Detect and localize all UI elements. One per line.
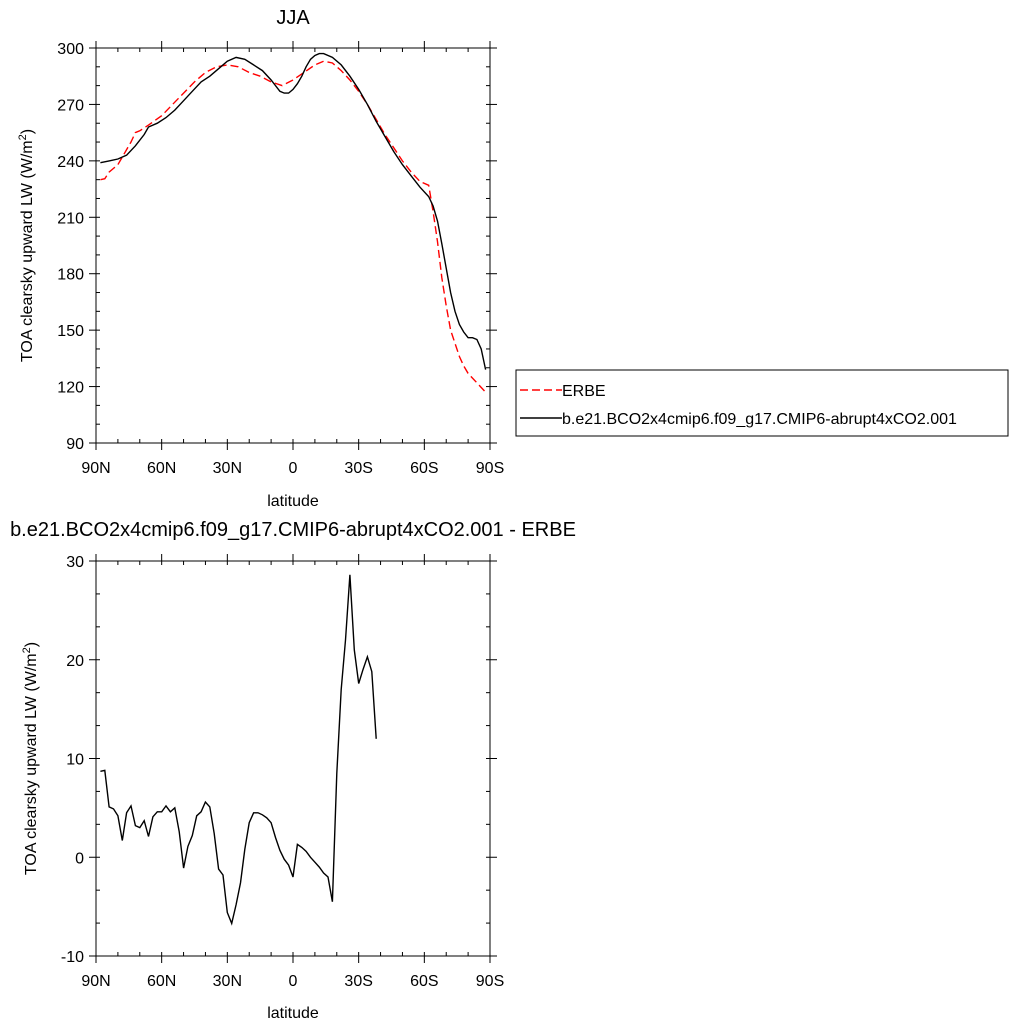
top-chart-panel: JJA 90N 60N 30N 0 30S 60S 90S 90 120 150 180 210 240 2… (17, 7, 504, 510)
y-tick-label: 0 (75, 850, 84, 867)
y-tick-label: 270 (57, 97, 84, 114)
x-tick-label: 30N (213, 973, 242, 990)
legend-label: ERBE (562, 383, 606, 400)
x-tick-label: 60S (410, 973, 438, 990)
series-line-model (100, 52, 487, 370)
chart-title: b.e21.BCO2x4cmip6.f09_g17.CMIP6-abrupt4x… (10, 519, 576, 541)
x-tick-label: 60S (410, 460, 438, 477)
y-tick-label: 180 (57, 267, 84, 284)
x-tick-label: 30S (344, 973, 372, 990)
y-tick-label: 20 (66, 653, 84, 670)
y-tick-label: 300 (57, 41, 84, 58)
x-tick-label: 0 (289, 973, 298, 990)
bottom-chart-panel: b.e21.BCO2x4cmip6.f09_g17.CMIP6-abrupt4x… (10, 519, 576, 1022)
x-tick-label: 30N (213, 460, 242, 477)
legend: ERBE b.e21.BCO2x4cmip6.f09_g17.CMIP6-abru… (515, 369, 1009, 437)
x-tick-label: 30S (344, 460, 372, 477)
y-tick-label: 90 (66, 436, 84, 453)
plot-frame (95, 560, 491, 957)
y-tick-label: 10 (66, 752, 84, 769)
x-tick-label: 60N (147, 460, 176, 477)
plot-frame (95, 47, 491, 444)
y-axis-label: TOA clearsky upward LW (W/m2) (21, 642, 40, 875)
x-axis-label: latitude (267, 1005, 319, 1022)
y-axis-label-main: TOA clearsky upward LW (W/m (19, 140, 36, 362)
legend-label: b.e21.BCO2x4cmip6.f09_g17.CMIP6-abrupt4x… (562, 411, 957, 428)
series-line-erbe (100, 60, 487, 393)
y-tick-label: -10 (61, 949, 84, 966)
x-tick-label: 90N (81, 973, 110, 990)
y-tick-label: 120 (57, 380, 84, 397)
x-tick-label: 60N (147, 973, 176, 990)
series-line-model (100, 574, 377, 926)
y-axis-label-close: ) (23, 642, 40, 647)
y-axis-label-superscript: 2 (17, 134, 29, 140)
y-tick-label: 30 (66, 554, 84, 571)
x-axis-label: latitude (267, 493, 319, 510)
y-tick-label: 150 (57, 323, 84, 340)
y-tick-label: 240 (57, 154, 84, 171)
y-axis-label-close: ) (19, 129, 36, 134)
x-tick-label: 90S (476, 973, 504, 990)
x-tick-label: 90S (476, 460, 504, 477)
y-axis-label: TOA clearsky upward LW (W/m2) (17, 129, 36, 362)
chart-title: JJA (276, 7, 310, 29)
x-tick-label: 90N (81, 460, 110, 477)
y-axis-label-main: TOA clearsky upward LW (W/m (23, 653, 40, 875)
legend-box (515, 369, 1009, 437)
y-axis-label-superscript: 2 (21, 647, 33, 653)
y-tick-label: 210 (57, 210, 84, 227)
x-tick-label: 0 (289, 460, 298, 477)
